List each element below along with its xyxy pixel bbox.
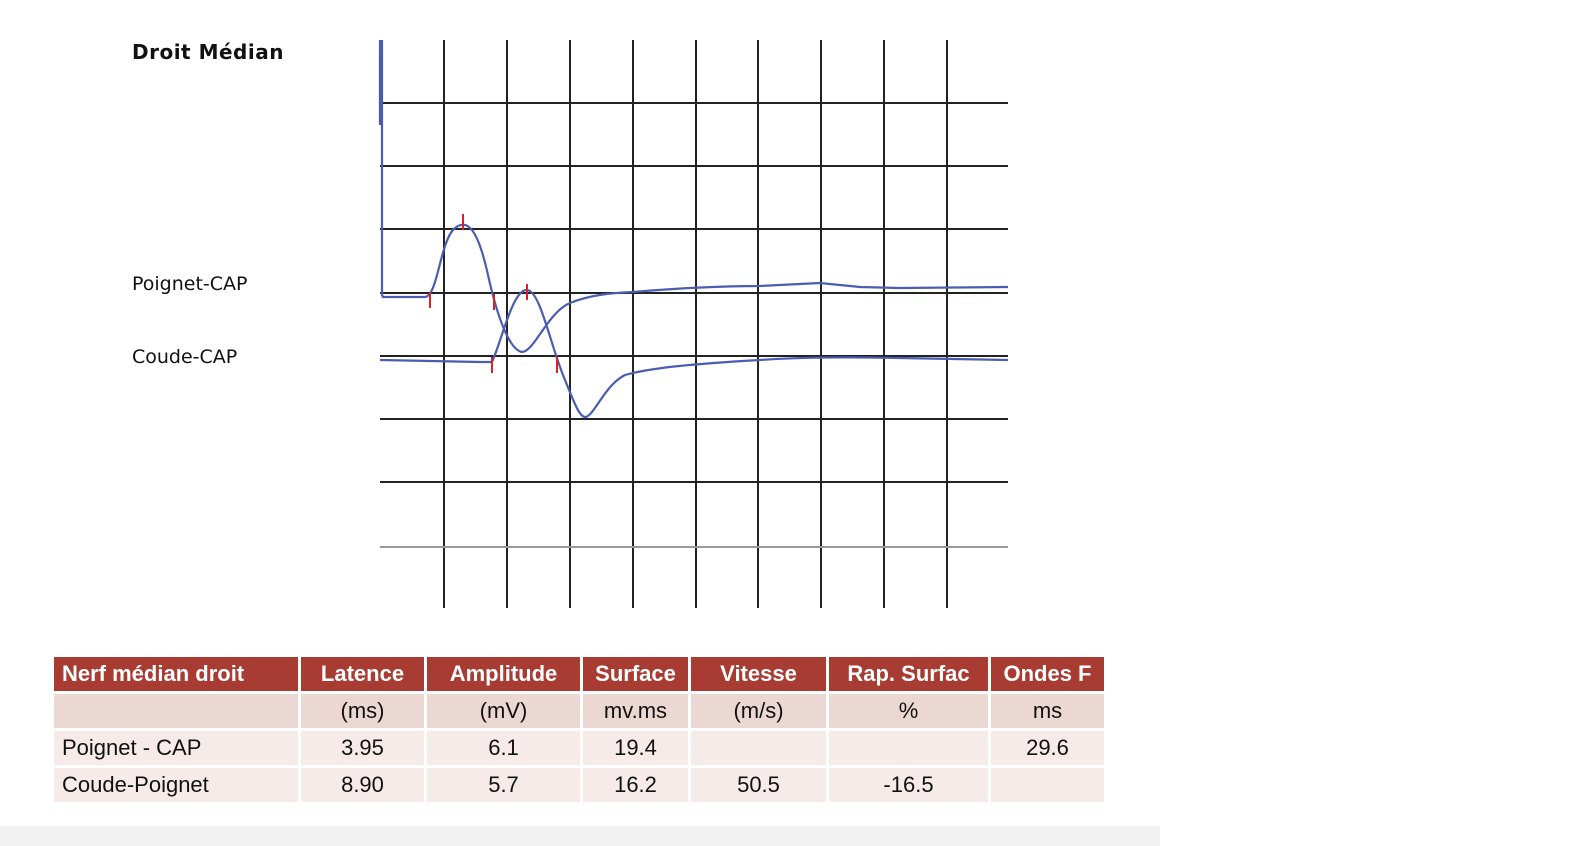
column-header: Vitesse (691, 657, 826, 691)
column-header: Latence (301, 657, 424, 691)
column-header: Rap. Surfac (829, 657, 988, 691)
unit: (ms) (301, 694, 424, 728)
cell: 8.90 (301, 768, 424, 802)
trace-label: Poignet-CAP (132, 273, 248, 295)
column-header: Amplitude (427, 657, 580, 691)
grid-lines (380, 40, 1008, 608)
report-title: Droit Médian (132, 40, 284, 64)
cell (991, 768, 1104, 802)
unit: ms (991, 694, 1104, 728)
waveform-grid (378, 40, 1009, 608)
cell: 5.7 (427, 768, 580, 802)
unit: mv.ms (583, 694, 688, 728)
cell: 16.2 (583, 768, 688, 802)
cursor-markers (429, 214, 558, 373)
cell: 6.1 (427, 731, 580, 765)
unit: % (829, 694, 988, 728)
cell: -16.5 (829, 768, 988, 802)
data-row: Coude-Poignet 8.90 5.7 16.2 50.5 -16.5 (54, 768, 1104, 802)
header-row: Nerf médian droit Latence Amplitude Surf… (54, 657, 1104, 691)
trace-poignet (378, 40, 1009, 354)
trace-label: Coude-CAP (132, 346, 238, 368)
footer-bar (0, 826, 1160, 846)
cell (829, 731, 988, 765)
cell (54, 694, 298, 728)
column-header: Ondes F (991, 657, 1104, 691)
results-table: Nerf médian droit Latence Amplitude Surf… (51, 654, 1107, 805)
unit: (m/s) (691, 694, 826, 728)
unit: (mV) (427, 694, 580, 728)
cell: 29.6 (991, 731, 1104, 765)
cell: 19.4 (583, 731, 688, 765)
column-header: Surface (583, 657, 688, 691)
cell: 3.95 (301, 731, 424, 765)
trace-coude (379, 288, 1009, 419)
cell: 50.5 (691, 768, 826, 802)
cell: Poignet - CAP (54, 731, 298, 765)
cell: Coude-Poignet (54, 768, 298, 802)
data-row: Poignet - CAP 3.95 6.1 19.4 29.6 (54, 731, 1104, 765)
units-row: (ms) (mV) mv.ms (m/s) % ms (54, 694, 1104, 728)
column-header: Nerf médian droit (54, 657, 298, 691)
cell (691, 731, 826, 765)
